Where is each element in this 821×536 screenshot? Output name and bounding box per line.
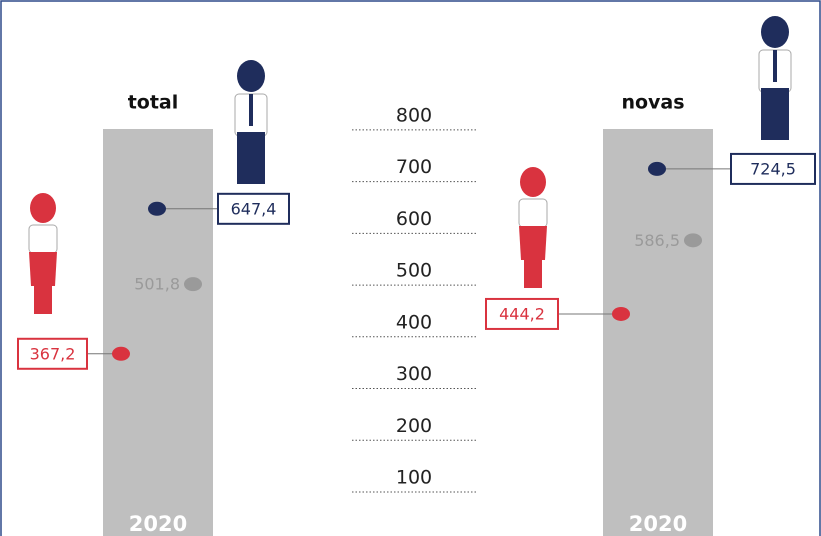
woman-icon: [28, 193, 58, 314]
value-label: 501,8: [134, 275, 180, 294]
y-tick-label: 300: [396, 363, 432, 385]
dot: [648, 161, 666, 176]
label-box: [730, 152, 816, 185]
man-icon: [758, 16, 792, 140]
value-label: 647,4: [231, 199, 277, 218]
label-box: [217, 192, 290, 225]
label-box: [17, 337, 88, 370]
value-label: 367,2: [30, 344, 76, 363]
y-tick-label: 200: [396, 415, 432, 437]
x-label: 2020: [129, 512, 187, 536]
y-tick-label: 600: [396, 208, 432, 230]
woman-icon: [518, 167, 548, 288]
value-label: 444,2: [499, 304, 545, 323]
y-tick-label: 500: [396, 260, 432, 282]
dot: [184, 277, 202, 292]
man-icon: [234, 60, 268, 184]
dot: [148, 201, 166, 216]
y-tick-label: 400: [396, 311, 432, 333]
dot: [684, 233, 702, 248]
label-box: [485, 297, 559, 330]
y-tick-label: 100: [396, 467, 432, 489]
dot: [612, 306, 630, 321]
value-label: 586,5: [634, 231, 680, 250]
y-tick-label: 700: [396, 156, 432, 178]
y-tick-label: 800: [396, 104, 432, 126]
dot: [112, 346, 130, 361]
x-label: 2020: [629, 512, 687, 536]
value-label: 724,5: [750, 159, 796, 178]
column: [603, 129, 713, 536]
panel-title: total: [128, 92, 179, 114]
panel-title: novas: [621, 92, 684, 114]
column: [103, 129, 213, 536]
